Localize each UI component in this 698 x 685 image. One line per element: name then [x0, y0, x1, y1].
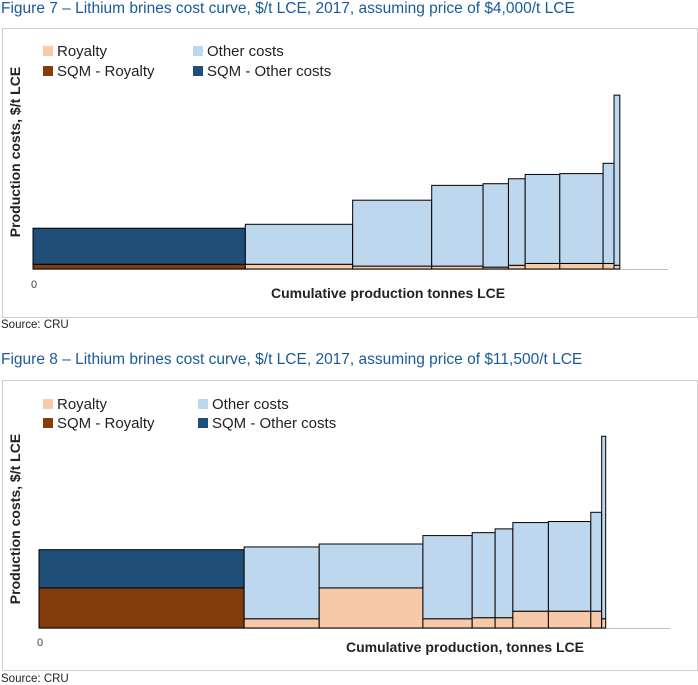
legend-label-royalty: Royalty: [57, 396, 108, 413]
royalty-bar-1: [243, 618, 320, 629]
royalty-bar-6: [512, 610, 549, 629]
legend-swatch-other-costs: [193, 46, 203, 56]
other-costs-bar-9: [613, 94, 621, 266]
other-costs-bar-2: [318, 543, 424, 589]
other-costs-bar-3: [431, 184, 484, 267]
legend-sqm-other-costs: SQM - Other costs: [193, 63, 331, 80]
sqm-other-costs-bar-0: [32, 227, 246, 265]
legend-sqm-royalty: SQM - Royalty: [43, 63, 155, 80]
x-origin-label: 0: [31, 279, 38, 291]
royalty-bar-1: [244, 263, 354, 270]
other-costs-bar-6: [512, 522, 549, 612]
other-costs-bar-1: [243, 546, 320, 620]
legend-swatch-other-costs: [198, 399, 208, 409]
legend-swatch-royalty: [43, 399, 53, 409]
x-origin-label: 0: [37, 637, 44, 649]
other-costs-bar-5: [494, 528, 514, 619]
other-costs-bar-8: [602, 162, 615, 264]
sqm-other-costs-bar-0: [38, 549, 245, 589]
legend-swatch-royalty: [43, 46, 53, 56]
other-costs-bar-7: [559, 173, 604, 264]
legend-swatch-sqm-other-costs: [198, 418, 208, 428]
royalty-bar-6: [524, 262, 561, 270]
royalty-bar-8: [602, 262, 615, 270]
sqm-royalty-bar-0: [38, 587, 245, 629]
legend-label-sqm-royalty: SQM - Royalty: [57, 415, 155, 432]
figure-7-title: Figure 7 – Lithium brines cost curve, $/…: [1, 0, 575, 17]
other-costs-bar-2: [352, 199, 433, 267]
royalty-bar-7: [547, 610, 592, 629]
x-axis-label: Cumulative production tonnes LCE: [271, 285, 506, 301]
legend-label-sqm-other-costs: SQM - Other costs: [212, 415, 337, 432]
x-axis-label: Cumulative production, tonnes LCE: [346, 639, 585, 655]
other-costs-bar-5: [507, 178, 526, 266]
royalty-bar-8: [590, 610, 603, 629]
legend-label-other-costs: Other costs: [212, 396, 289, 413]
legend-label-sqm-other-costs: SQM - Other costs: [207, 63, 332, 80]
legend-label-royalty: Royalty: [57, 43, 108, 60]
legend-label-other-costs: Other costs: [207, 43, 284, 60]
other-costs-bar-3: [422, 535, 473, 620]
figure-8-source: Source: CRU: [1, 673, 69, 685]
royalty-bar-3: [422, 618, 473, 629]
other-costs-bar-4: [482, 183, 509, 268]
legend-swatch-sqm-royalty: [43, 418, 53, 428]
royalty-bar-4: [471, 617, 496, 629]
legend-label-sqm-royalty: SQM - Royalty: [57, 63, 155, 80]
legend-swatch-sqm-royalty: [43, 66, 53, 76]
legend-other-costs: Other costs: [198, 396, 289, 413]
other-costs-bar-7: [547, 521, 592, 612]
figure-8-title: Figure 8 – Lithium brines cost curve, $/…: [1, 351, 583, 368]
legend-other-costs: Other costs: [193, 43, 284, 60]
legend-royalty: Royalty: [43, 43, 107, 60]
legend-sqm-other-costs: SQM - Other costs: [198, 415, 336, 432]
other-costs-bar-4: [471, 532, 496, 619]
other-costs-bar-9: [601, 435, 607, 620]
royalty-bar-5: [507, 264, 526, 270]
royalty-bar-9: [613, 264, 621, 270]
legend-royalty: Royalty: [43, 396, 107, 413]
royalty-bar-5: [494, 617, 514, 629]
royalty-bar-7: [559, 262, 604, 270]
legend-sqm-royalty: SQM - Royalty: [43, 415, 155, 432]
other-costs-bar-1: [244, 223, 354, 265]
sqm-royalty-bar-0: [32, 263, 246, 270]
royalty-bar-9: [601, 618, 607, 629]
royalty-bar-2: [318, 587, 424, 629]
figure-7-source: Source: CRU: [1, 319, 69, 331]
legend-swatch-sqm-other-costs: [193, 66, 203, 76]
other-costs-bar-8: [590, 511, 603, 612]
other-costs-bar-6: [524, 173, 561, 264]
